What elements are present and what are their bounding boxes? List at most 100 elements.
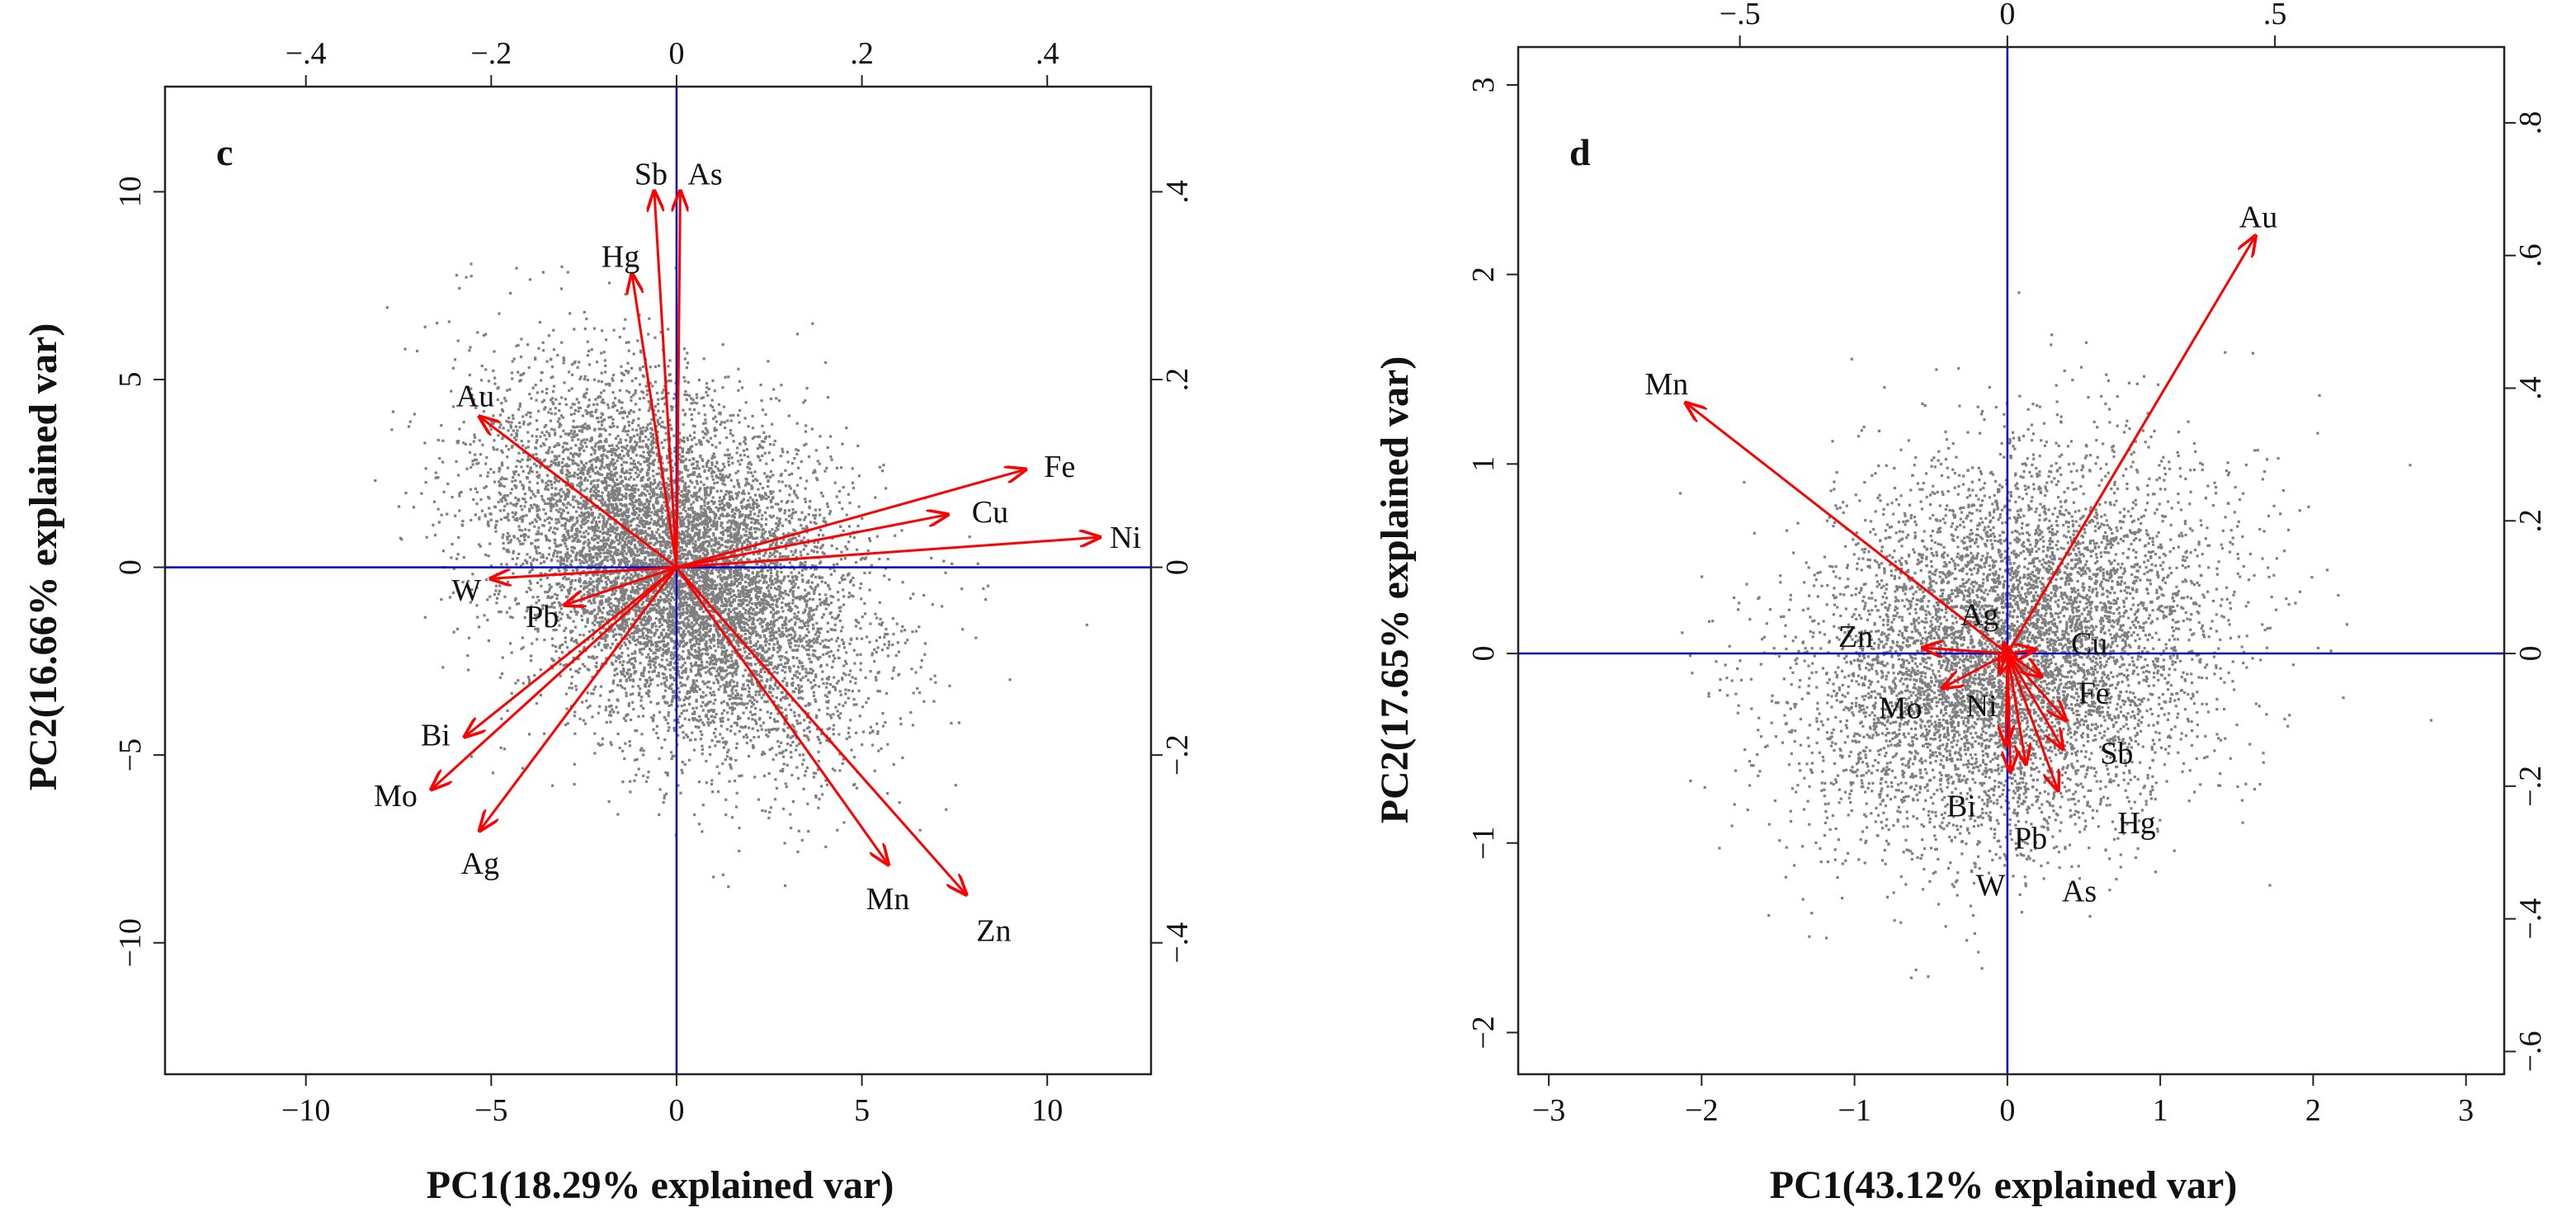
score-point — [583, 396, 587, 399]
score-point — [596, 529, 599, 532]
score-point — [616, 507, 619, 511]
score-point — [462, 441, 465, 445]
score-point — [770, 516, 773, 519]
score-point — [665, 678, 668, 682]
score-point — [574, 669, 578, 673]
score-point — [690, 417, 693, 421]
score-point — [868, 537, 871, 540]
score-point — [795, 639, 799, 643]
score-point — [537, 347, 540, 350]
score-point — [558, 463, 561, 466]
score-point — [781, 597, 785, 600]
score-point — [738, 526, 741, 529]
score-point — [737, 578, 740, 581]
score-point — [592, 597, 596, 601]
score-point — [781, 616, 784, 620]
score-point — [573, 606, 576, 610]
score-point — [712, 875, 715, 879]
score-point — [826, 712, 829, 716]
score-point — [710, 489, 713, 493]
score-point — [594, 534, 597, 537]
score-point — [649, 558, 652, 562]
score-point — [751, 436, 754, 440]
score-point — [748, 663, 751, 666]
score-point — [701, 748, 704, 751]
score-point — [691, 495, 695, 498]
score-point — [498, 584, 502, 587]
score-point — [606, 555, 610, 559]
score-point — [660, 682, 663, 686]
score-point — [754, 644, 757, 648]
score-point — [687, 718, 691, 721]
score-point — [794, 674, 797, 677]
score-point — [678, 498, 682, 502]
score-point — [841, 639, 844, 642]
score-point — [600, 595, 603, 598]
score-point — [437, 521, 441, 524]
score-point — [814, 673, 818, 677]
score-point — [732, 554, 735, 557]
score-point — [701, 733, 704, 737]
score-point — [652, 582, 655, 585]
score-point — [605, 539, 608, 542]
score-point — [610, 554, 613, 558]
score-point — [749, 510, 753, 513]
score-point — [531, 493, 535, 496]
score-point — [642, 636, 645, 639]
score-point — [681, 589, 684, 592]
score-point — [662, 523, 665, 526]
score-point — [625, 535, 629, 539]
score-point — [668, 531, 671, 534]
score-point — [644, 445, 648, 448]
score-point — [848, 580, 852, 584]
score-point — [693, 554, 696, 558]
score-point — [724, 650, 727, 653]
score-point — [655, 531, 658, 534]
score-point — [622, 455, 625, 458]
score-point — [545, 430, 549, 433]
score-point — [710, 600, 714, 603]
score-point — [699, 568, 702, 571]
score-point — [818, 798, 821, 801]
score-point — [599, 434, 602, 437]
score-point — [680, 768, 683, 771]
score-point — [541, 555, 545, 559]
score-point — [566, 588, 569, 592]
score-point — [536, 545, 540, 549]
score-point — [704, 591, 707, 594]
score-point — [770, 492, 773, 495]
score-point — [719, 646, 724, 649]
score-point — [754, 693, 757, 696]
score-point — [710, 463, 714, 466]
score-point — [627, 507, 630, 511]
score-point — [757, 661, 760, 664]
score-point — [705, 439, 709, 442]
score-point — [819, 560, 823, 564]
score-point — [804, 594, 808, 598]
score-point — [458, 427, 461, 431]
score-point — [682, 554, 686, 558]
score-point — [790, 500, 794, 503]
score-point — [597, 441, 600, 444]
score-point — [786, 743, 790, 746]
score-point — [644, 556, 647, 559]
score-point — [615, 532, 618, 535]
score-point — [804, 634, 808, 637]
score-point — [665, 585, 669, 589]
score-point — [869, 731, 872, 734]
score-point — [695, 522, 698, 526]
score-point — [851, 676, 854, 679]
score-point — [642, 774, 645, 777]
score-point — [493, 382, 497, 385]
score-point — [848, 502, 852, 505]
score-point — [642, 440, 645, 443]
score-point — [737, 367, 740, 370]
score-point — [729, 479, 733, 482]
score-point — [546, 591, 550, 594]
score-point — [527, 471, 531, 474]
score-point — [644, 678, 648, 682]
score-point — [688, 513, 691, 516]
score-point — [582, 522, 585, 526]
score-point — [594, 563, 597, 566]
score-point — [658, 710, 662, 714]
